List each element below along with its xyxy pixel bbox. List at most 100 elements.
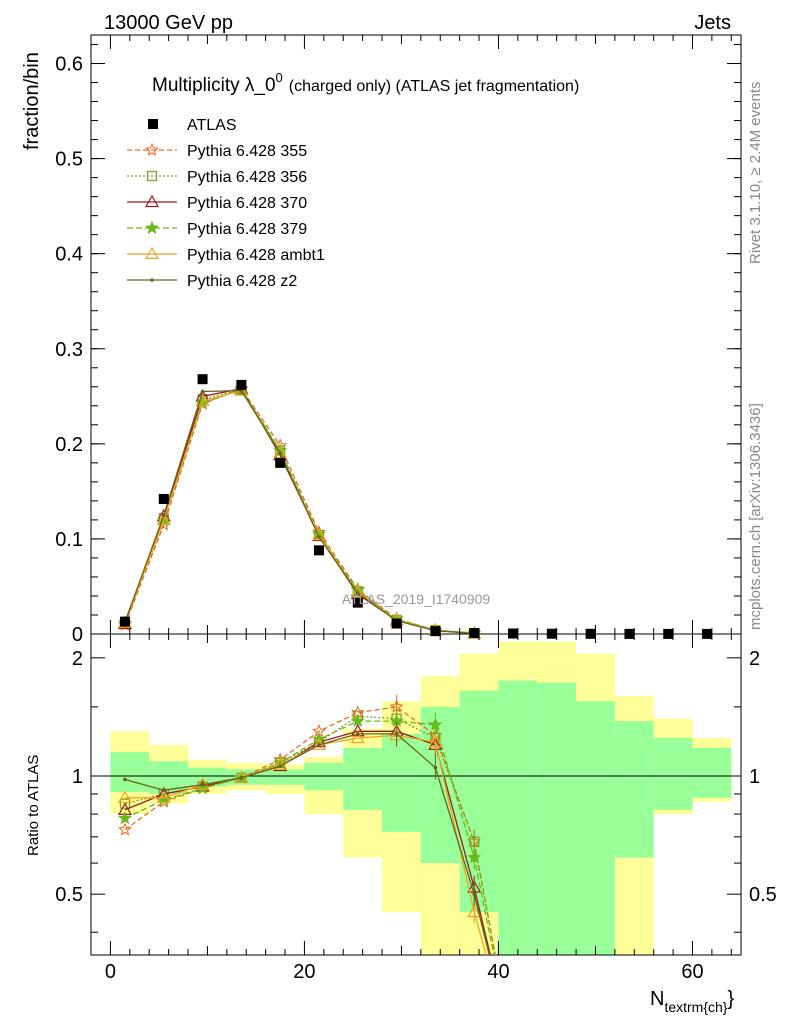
series-line-0 <box>124 387 475 634</box>
header-left: 13000 GeV pp <box>104 12 233 34</box>
legend-label-0: Pythia 6.428 355 <box>187 143 307 160</box>
atlas-data-point <box>391 618 402 629</box>
atlas-data-point <box>585 628 596 639</box>
band-inner-bin <box>537 682 577 955</box>
main-y-tick-label: 0.1 <box>55 529 83 551</box>
axis-ticks: 0 0.1 0.2 0.3 0.4 0.5 0.6 0 20 40 60 0.5 0.5 1 1 2 2 <box>55 35 777 983</box>
series-point-5 <box>200 389 205 394</box>
ratio-y-tick-label: 2 <box>72 648 83 670</box>
ratio-y-tick-label-right: 1 <box>749 766 760 788</box>
main-plot-series <box>117 374 713 640</box>
legend-marker-4 <box>144 246 160 260</box>
legend-label-1: Pythia 6.428 356 <box>187 169 307 186</box>
band-inner-bin <box>382 733 421 833</box>
series-point-5 <box>161 513 166 517</box>
band-inner-bin <box>304 762 344 791</box>
ratio-point-4 <box>467 904 482 918</box>
ratio-point-5 <box>433 765 438 770</box>
chart-title: Multiplicity λ_00(charged only) (ATLAS j… <box>152 70 579 96</box>
band-inner-bin <box>653 737 693 810</box>
atlas-data-point <box>197 374 208 385</box>
atlas-data-point <box>663 628 674 639</box>
y-axis-label: fraction/bin <box>21 52 43 150</box>
rivet-label: Rivet 3.1.10, ≥ 2.4M events <box>747 82 764 265</box>
legend-label-4: Pythia 6.428 ambt1 <box>187 247 325 264</box>
mcplots-label: mcplots.cern.ch [arXiv:1306.3436] <box>747 403 764 630</box>
ratio-point-1 <box>119 798 131 809</box>
atlas-data-point <box>508 628 519 639</box>
main-y-tick-label: 0.6 <box>55 54 83 76</box>
ratio-point-5 <box>239 775 244 780</box>
ratio-point-5 <box>394 732 399 736</box>
legend-label-atlas: ATLAS <box>187 117 237 134</box>
header-right: Jets <box>694 12 731 34</box>
legend-marker-1 <box>146 170 158 182</box>
ratio-point-3 <box>467 850 482 864</box>
main-y-tick-label: 0.2 <box>55 434 83 456</box>
band-inner-bin <box>498 680 538 955</box>
ratio-point-4 <box>117 790 132 803</box>
band-inner-bin <box>576 701 615 955</box>
atlas-data-point <box>469 628 480 639</box>
ratio-series-group <box>117 694 496 955</box>
legend-label-5: Pythia 6.428 z2 <box>187 273 297 290</box>
ratio-point-5 <box>472 892 477 896</box>
atlas-data-point <box>236 379 247 390</box>
ratio-point-5 <box>355 732 360 736</box>
ratio-point-4 <box>428 734 443 748</box>
legend-label-2: Pythia 6.428 370 <box>187 195 307 212</box>
legend: ATLAS Pythia 6.428 355 Pythia 6.428 356 Pyt… <box>127 117 325 290</box>
atlas-data-point <box>275 457 286 468</box>
ratio-y-tick-label: 0.5 <box>55 884 83 906</box>
plot-frames <box>90 34 742 956</box>
atlas-data-point <box>702 628 713 639</box>
x-axis-label: Ntextrm{ch}} <box>650 988 734 1015</box>
legend-marker-5 <box>150 278 154 282</box>
ratio-point-3 <box>117 810 132 825</box>
x-tick-label: 40 <box>487 961 509 983</box>
ratio-y-tick-label-right: 0.5 <box>749 884 777 906</box>
ratio-point-0 <box>117 822 132 836</box>
ratio-uncertainty-bands <box>110 641 732 955</box>
band-inner-bin <box>692 747 732 798</box>
ratio-point-3 <box>350 713 365 728</box>
ratio-point-5 <box>161 788 166 793</box>
legend-marker-3 <box>144 220 160 234</box>
atlas-data-point <box>158 493 169 504</box>
main-y-tick-label: 0.3 <box>55 339 83 361</box>
band-inner-bin <box>614 721 654 858</box>
main-y-tick-label: 0 <box>72 624 83 646</box>
atlas-data-point <box>352 597 363 608</box>
legend-marker-atlas <box>148 119 158 129</box>
ratio-y-axis-label: Ratio to ATLAS <box>25 755 42 856</box>
legend-label-3: Pythia 6.428 379 <box>187 221 307 238</box>
atlas-data-point <box>624 628 635 639</box>
legend-marker-2 <box>144 194 160 208</box>
ratio-point-4 <box>350 730 365 744</box>
ratio-point-5 <box>123 777 127 782</box>
series-point-4 <box>273 446 288 459</box>
ratio-frame <box>90 633 742 956</box>
band-inner-bin <box>110 752 150 793</box>
x-tick-label: 60 <box>681 961 703 983</box>
series-point-5 <box>355 591 360 595</box>
atlas-data-point <box>546 628 557 639</box>
legend-marker-0 <box>144 142 160 156</box>
ratio-point-4 <box>273 757 288 770</box>
band-inner-bin <box>265 769 305 785</box>
ratio-point-2 <box>350 724 365 737</box>
ratio-point-5 <box>317 743 321 747</box>
x-tick-label: 0 <box>105 961 116 983</box>
series-point-4 <box>350 584 365 598</box>
ratio-y-tick-label-right: 2 <box>749 648 760 670</box>
ratio-point-5 <box>200 782 205 787</box>
ratio-point-3 <box>428 717 443 731</box>
ratio-plot-series <box>117 694 496 955</box>
band-inner-bin <box>343 747 383 810</box>
ratio-point-4 <box>156 790 171 803</box>
ratio-point-5 <box>278 764 282 768</box>
main-y-tick-label: 0.4 <box>55 244 83 266</box>
ratio-y-tick-label: 1 <box>72 766 83 788</box>
main-y-tick-label: 0.5 <box>55 149 83 171</box>
